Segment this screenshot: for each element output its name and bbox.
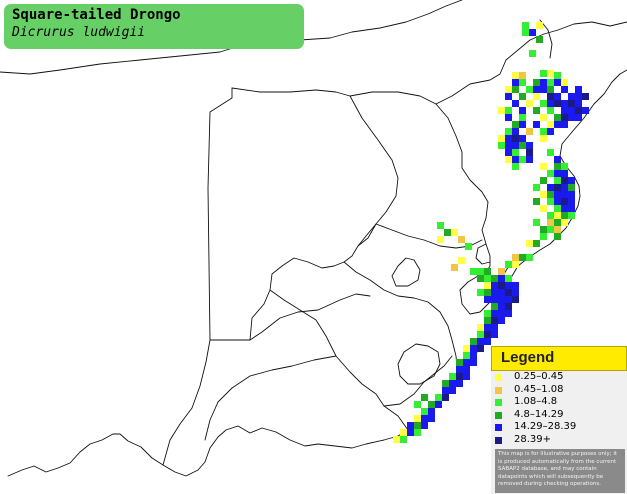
species-common-name: Square-tailed Drongo [12,7,181,23]
legend-swatch [495,436,502,444]
atlas-grid-cells [393,22,589,443]
border-botswana [249,95,399,341]
legend-swatch [495,374,502,381]
border-eswatini [475,243,491,265]
province-border-5 [162,339,211,466]
legend-item: 0.25–0.45 [493,371,621,385]
legend-item: 0.45–1.08 [493,383,621,398]
legend-swatch [495,424,502,431]
legend-items: 0.25–0.45 0.45–1.08 1.08–4.8 4.8–14.29 1… [493,371,621,448]
province-border-6 [204,355,337,441]
province-border-3 [391,257,421,287]
legend-swatch [495,386,502,394]
legend-label: 4.8–14.29 [514,408,564,420]
legend-panel: Legend 0.25–0.45 0.45–1.08 1.08–4.8 4.8–… [491,346,627,494]
legend-label: 0.25–0.45 [514,371,564,382]
legend-swatch [495,411,502,419]
legend-label: 28.39+ [514,433,552,445]
legend-label: 0.45–1.08 [514,383,564,395]
legend-header: Legend [491,346,627,371]
border-malawi [539,19,553,59]
legend-title: Legend [501,349,555,366]
species-title-box: Square-tailed Drongo Dicrurus ludwigii [4,4,304,49]
legend-swatch [495,399,502,406]
border-zimbabwe-mozambique [435,21,627,105]
legend-item: 28.39+ [493,433,621,448]
border-zimbabwe [349,91,489,203]
lesotho-border [397,343,441,385]
border-namibia-botswana [207,87,371,341]
province-border-8 [383,405,409,431]
province-border-9 [357,223,377,247]
border-caprivi [231,87,351,97]
legend-item: 14.29–28.39 [493,421,621,435]
province-border-2 [343,261,459,379]
legend-item: 1.08–4.8 [493,396,621,410]
legend-label: 14.29–28.39 [514,421,577,432]
province-border-4 [269,289,385,407]
legend-disclaimer: This map is for illustrative purposes on… [495,449,625,493]
legend-label: 1.08–4.8 [514,396,558,407]
species-scientific-name: Dicrurus ludwigii [12,25,146,40]
legend-item: 4.8–14.29 [493,408,621,423]
border-zambia [329,0,463,39]
